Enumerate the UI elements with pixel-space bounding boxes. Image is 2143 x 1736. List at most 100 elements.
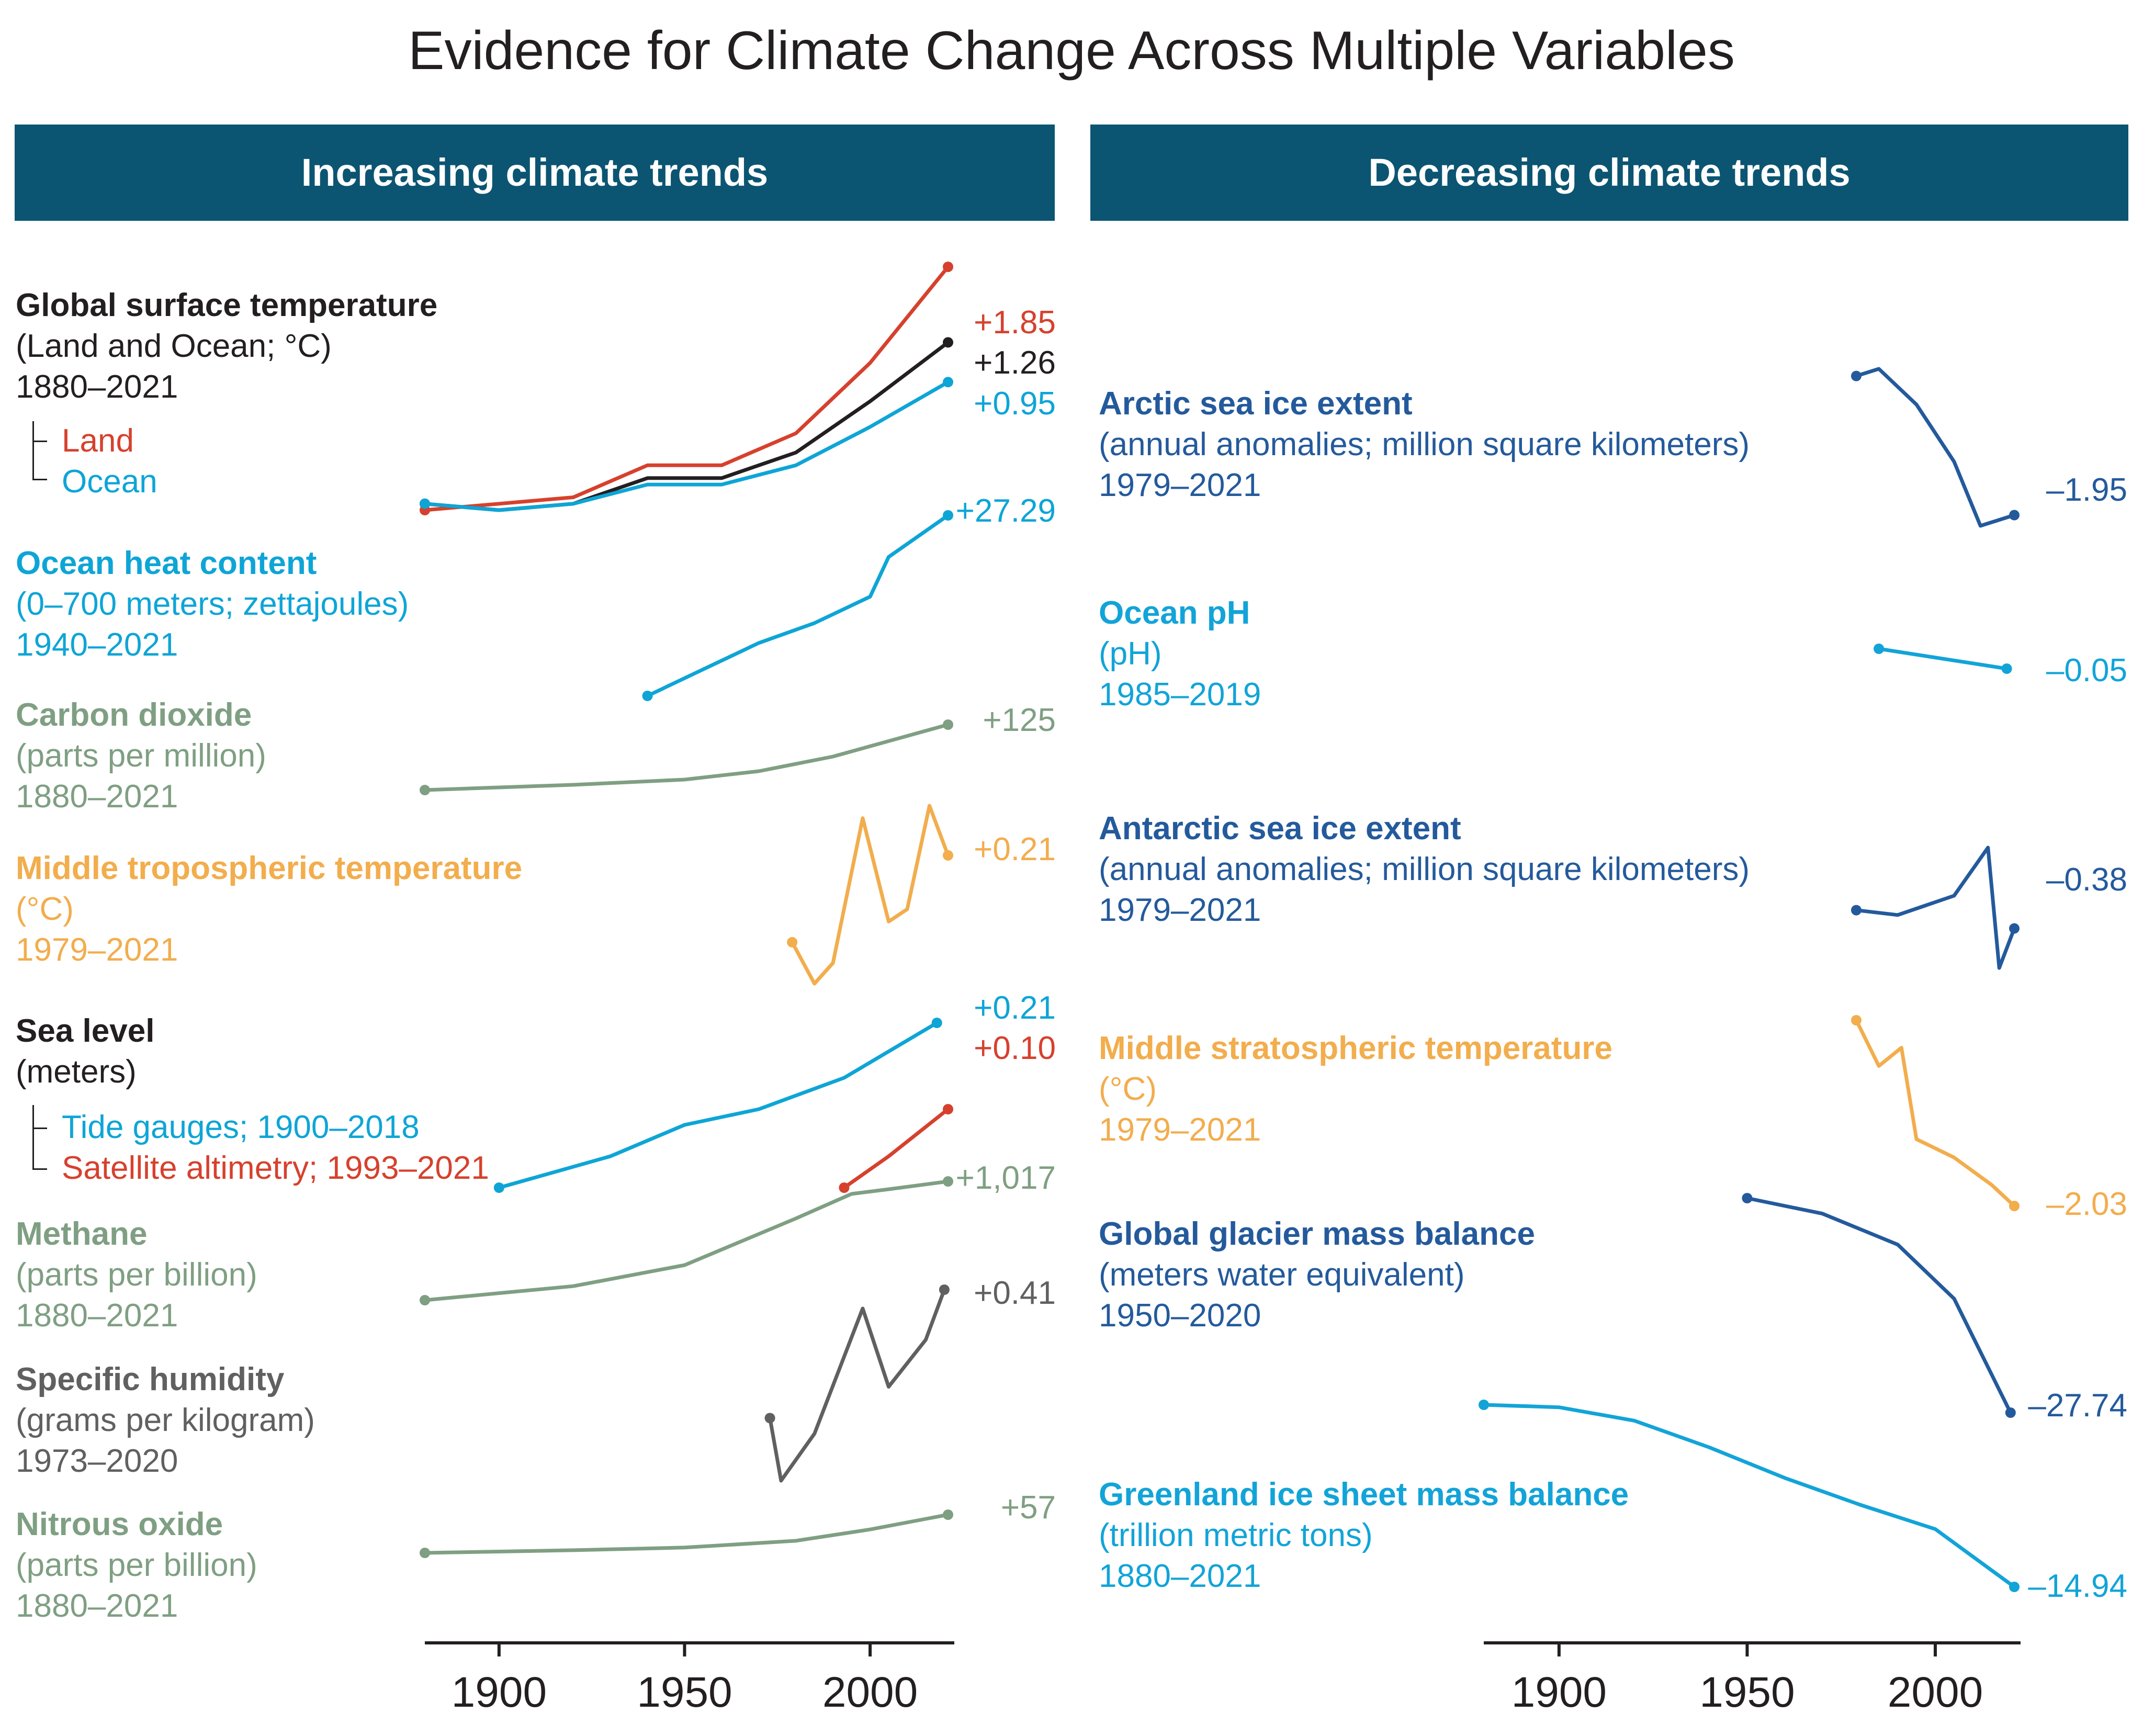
series-line <box>498 1021 938 1190</box>
series-end-point <box>943 510 953 521</box>
change-label: –2.03 <box>2046 1186 2127 1222</box>
series-start-point <box>1851 370 1862 381</box>
variable-units: (grams per kilogram) <box>16 1402 315 1438</box>
series-line <box>791 804 950 986</box>
variable-units: (°C) <box>1099 1071 1157 1107</box>
label-methane: Methane (parts per billion) 1880–2021 <box>16 1214 257 1336</box>
variable-units: (annual anomalies; million square kilome… <box>1099 426 1750 463</box>
series-line <box>424 1513 949 1555</box>
series-start-point <box>642 691 653 701</box>
series-line <box>768 1289 946 1483</box>
label-greenland-ice-sheet: Greenland ice sheet mass balance (trilli… <box>1099 1474 1629 1597</box>
series-end-point <box>2009 1201 2020 1211</box>
variable-range: 1973–2020 <box>16 1443 178 1479</box>
change-label: +0.95 <box>974 386 1056 422</box>
legend-temperature: Land Ocean <box>62 421 157 502</box>
variable-units: (parts per million) <box>16 738 266 774</box>
variable-units: (°C) <box>16 891 74 927</box>
series-end-point <box>2009 510 2020 521</box>
change-label: +1.26 <box>974 345 1056 381</box>
variable-range: 1979–2021 <box>1099 1112 1261 1148</box>
variable-units: (trillion metric tons) <box>1099 1517 1373 1553</box>
series-start-point <box>420 1295 430 1305</box>
change-label: +57 <box>1001 1490 1056 1526</box>
variable-title: Global surface temperature <box>16 287 438 323</box>
series-end-point <box>943 1104 953 1114</box>
variable-title: Antarctic sea ice extent <box>1099 810 1461 847</box>
change-label: +1.85 <box>974 305 1056 341</box>
variable-units: (meters water equivalent) <box>1099 1257 1465 1293</box>
x-tick-label: 2000 <box>822 1669 918 1716</box>
variable-units: (Land and Ocean; °C) <box>16 328 332 364</box>
series-start-point <box>1851 905 1862 916</box>
variable-units: (pH) <box>1099 636 1162 672</box>
variable-units: (parts per billion) <box>16 1257 257 1293</box>
variable-range: 1979–2021 <box>1099 467 1261 503</box>
variable-units: (annual anomalies; million square kilome… <box>1099 851 1750 887</box>
series-line <box>1483 1403 2016 1588</box>
change-label: –0.38 <box>2046 862 2127 898</box>
series-start-point <box>420 498 430 509</box>
series-start-point <box>839 1182 850 1193</box>
variable-range: 1979–2021 <box>1099 892 1261 928</box>
x-tick-label: 1900 <box>1512 1669 1607 1716</box>
change-label: –0.05 <box>2046 652 2127 689</box>
change-label: –27.74 <box>2028 1388 2127 1424</box>
series-line <box>424 380 949 512</box>
series-line <box>1854 1019 2016 1208</box>
legend-land: Land <box>62 423 134 459</box>
change-label: +125 <box>983 702 1056 738</box>
variable-title: Methane <box>16 1216 148 1252</box>
label-antarctic-sea-ice: Antarctic sea ice extent (annual anomali… <box>1099 808 1750 931</box>
series-start-point <box>420 785 430 795</box>
series-end-point <box>939 1284 950 1295</box>
series-line <box>424 1179 949 1302</box>
variable-title: Ocean heat content <box>16 545 317 581</box>
variable-title: Carbon dioxide <box>16 697 252 733</box>
variable-title: Ocean pH <box>1099 595 1250 631</box>
variable-range: 1880–2021 <box>16 1298 178 1334</box>
change-label: +0.21 <box>974 990 1056 1026</box>
series-end-point <box>943 1176 953 1187</box>
series-start-point <box>1874 644 1885 654</box>
series-line <box>424 723 949 792</box>
series-end-point <box>2009 923 2020 934</box>
variable-title: Greenland ice sheet mass balance <box>1099 1476 1629 1513</box>
series-line <box>646 514 950 698</box>
label-sea-level: Sea level (meters) <box>16 1011 154 1092</box>
series-end-point <box>943 337 953 348</box>
variable-range: 1985–2019 <box>1099 677 1261 713</box>
variable-units: (parts per billion) <box>16 1547 257 1583</box>
label-global-surface-temperature: Global surface temperature (Land and Oce… <box>16 285 437 408</box>
series-end-point <box>943 262 953 272</box>
legend-tick <box>32 1128 47 1129</box>
label-nitrous-oxide: Nitrous oxide (parts per billion) 1880–2… <box>16 1504 257 1627</box>
variable-range: 1940–2021 <box>16 627 178 663</box>
variable-units: (0–700 meters; zettajoules) <box>16 586 409 622</box>
series-end-point <box>931 1018 942 1028</box>
label-carbon-dioxide: Carbon dioxide (parts per million) 1880–… <box>16 695 266 817</box>
label-ocean-ph: Ocean pH (pH) 1985–2019 <box>1099 593 1261 715</box>
series-start-point <box>1479 1400 1489 1410</box>
series-line <box>424 265 950 512</box>
variable-title: Global glacier mass balance <box>1099 1216 1535 1252</box>
series-line <box>1878 647 2007 671</box>
variable-title: Middle stratospheric temperature <box>1099 1030 1612 1066</box>
change-label: +0.21 <box>974 831 1056 867</box>
decreasing-header: Decreasing climate trends <box>1090 125 2128 221</box>
series-start-point <box>493 1182 504 1193</box>
legend-satellite-altimetry: Satellite altimetry; 1993–2021 <box>62 1150 489 1186</box>
variable-title: Arctic sea ice extent <box>1099 386 1413 422</box>
label-glacier-mass-balance: Global glacier mass balance (meters wate… <box>1099 1214 1535 1336</box>
series-end-point <box>2009 1582 2020 1592</box>
label-ocean-heat-content: Ocean heat content (0–700 meters; zettaj… <box>16 543 409 666</box>
series-end-point <box>2001 663 2012 674</box>
variable-units: (meters) <box>16 1054 137 1090</box>
variable-range: 1880–2021 <box>16 369 178 405</box>
variable-title: Specific humidity <box>16 1361 285 1397</box>
series-end-point <box>943 719 953 730</box>
label-arctic-sea-ice: Arctic sea ice extent (annual anomalies;… <box>1099 384 1750 506</box>
series-end-point <box>943 377 953 388</box>
x-tick-label: 1950 <box>1699 1669 1795 1716</box>
